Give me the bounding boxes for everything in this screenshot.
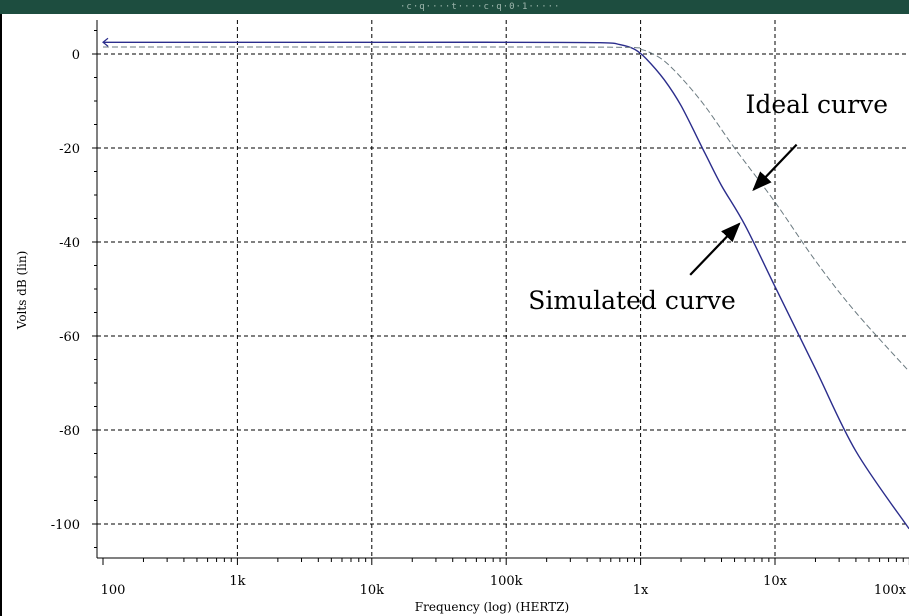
x-tick-label: 10x — [763, 574, 788, 589]
simulated-curve-label: Simulated curve — [528, 286, 736, 315]
y-tick-label: -40 — [59, 236, 80, 251]
x-axis-title: Frequency (log) (HERTZ) — [415, 600, 569, 614]
series-line-simulated-curve — [103, 41, 909, 530]
window-left-frame — [0, 14, 6, 616]
y-tick-label: -80 — [59, 424, 80, 439]
simulated-curve-arrow — [689, 222, 741, 276]
grid — [97, 20, 909, 558]
x-tick-label: 100k — [490, 574, 523, 589]
x-tick-label: 100x — [874, 583, 907, 598]
y-tick-label: 0 — [72, 48, 80, 63]
x-tick-label: 100 — [101, 583, 126, 598]
series-line-ideal-curve — [103, 46, 909, 372]
tick-labels: 100 1k 10k 100k 1x 10x 100x 0 -20 -40 -60 -80 -100 — [51, 48, 907, 598]
y-tick-label: -20 — [59, 142, 80, 157]
annotations: Ideal curve Simulated curve — [528, 90, 888, 315]
series-start-marker — [102, 37, 109, 47]
y-tick-label: -60 — [59, 330, 80, 345]
x-tick-label: 10k — [360, 583, 385, 598]
minor-ticks — [92, 30, 909, 565]
series-group — [102, 37, 909, 530]
y-tick-label: -100 — [51, 518, 80, 533]
window-title-bar: ·c·q····t····c·q·0·1····· — [0, 0, 909, 14]
y-axis-title: Volts dB (lin) — [15, 251, 29, 331]
ideal-curve-arrow — [752, 143, 798, 192]
x-tick-label: 1x — [633, 583, 649, 598]
ideal-curve-label: Ideal curve — [746, 90, 889, 119]
x-tick-label: 1k — [229, 574, 245, 589]
window-title-text: ·c·q····t····c·q·0·1····· — [400, 2, 561, 12]
